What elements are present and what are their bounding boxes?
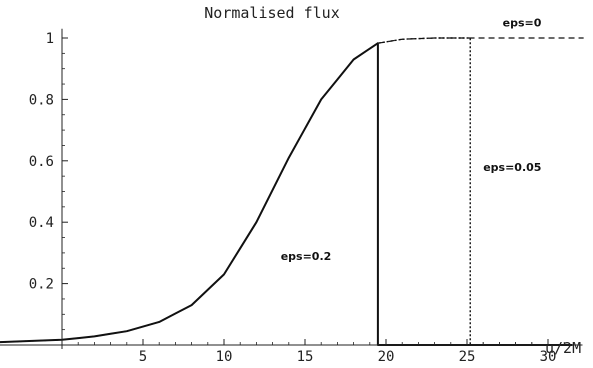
y-tick-label: 0.8 [29, 92, 54, 108]
annotation-eps-0-2: eps=0.2 [281, 250, 332, 263]
y-tick-label: 0.4 [29, 215, 54, 231]
x-tick-label: 15 [297, 349, 314, 365]
annotation-eps-0-05: eps=0.05 [483, 161, 541, 174]
x-tick-label: 25 [459, 349, 476, 365]
annotation-layer: eps=0 eps=0.05 eps=0.2 [281, 17, 542, 263]
series-line-eps-0-05 [0, 37, 573, 346]
annotation-eps-0: eps=0 [503, 17, 542, 30]
x-tick-label: 10 [216, 349, 233, 365]
tick-layer: 5 10 15 20 25 30 0.2 0.4 0.6 0.8 1 [29, 31, 565, 365]
chart-title: Normalised flux [204, 4, 339, 22]
series-layer [0, 37, 584, 346]
x-tick-label: 5 [139, 349, 147, 365]
x-tick-label: 20 [378, 349, 395, 365]
x-axis-label: u/2M [545, 339, 581, 357]
y-tick-label: 0.6 [29, 154, 54, 170]
series-line-eps-0-2 [0, 42, 573, 346]
series-line-eps-0 [0, 37, 584, 343]
y-tick-label: 1 [46, 31, 54, 47]
x-tick-label: 30 [540, 349, 557, 365]
y-tick-label: 0.2 [29, 277, 54, 293]
